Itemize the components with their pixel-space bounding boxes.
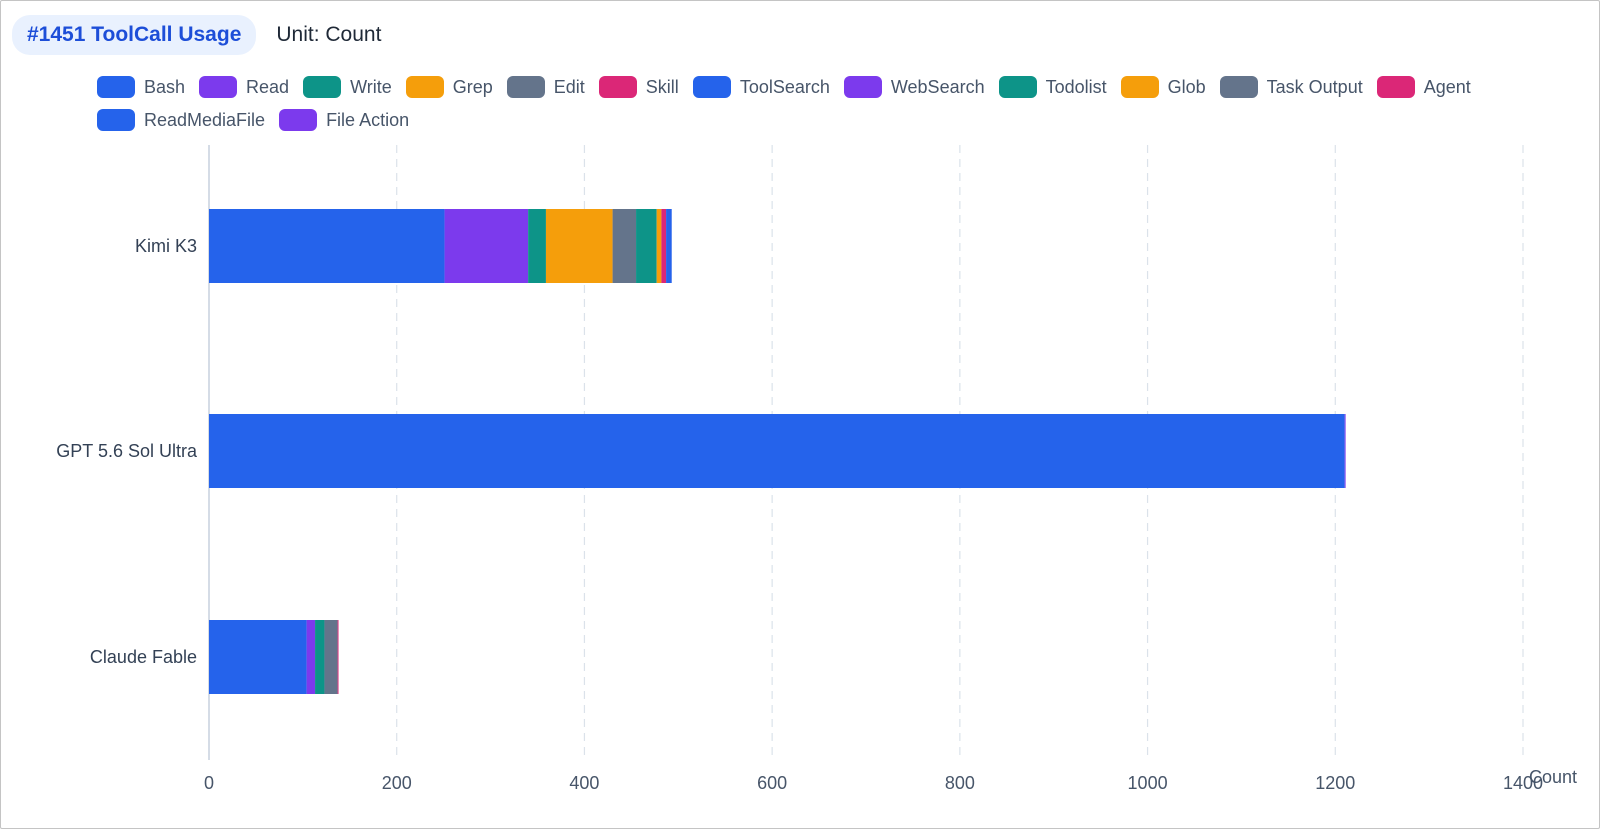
x-tick-label: 1000 [1128, 773, 1168, 793]
bar-segment [528, 209, 546, 283]
unit-label: Unit: Count [276, 23, 382, 46]
legend-label: Write [350, 76, 392, 97]
legend-swatch [1219, 76, 1258, 98]
legend-label: Glob [1167, 76, 1206, 97]
bar-segment [315, 620, 325, 694]
legend-swatch [97, 109, 135, 131]
legend: Bash Read Write Grep Edit Skill ToolSearch WebS… [97, 76, 1537, 131]
bar-segment [337, 620, 339, 694]
bar-segment [209, 209, 445, 283]
legend-item[interactable]: Write [303, 76, 392, 98]
legend-swatch [279, 109, 318, 131]
legend-swatch [998, 76, 1037, 98]
legend-label: ReadMediaFile [144, 109, 266, 130]
legend-item[interactable]: File Action [279, 109, 409, 131]
bar-segment [324, 620, 338, 694]
legend-label: Bash [144, 76, 186, 97]
legend-swatch [1376, 76, 1415, 98]
x-tick-label: 400 [569, 773, 599, 793]
legend-swatch [405, 76, 444, 98]
bar-segment [209, 620, 307, 694]
legend-swatch [303, 76, 342, 98]
legend-item[interactable]: Glob [1120, 76, 1206, 98]
x-tick-label: 1200 [1315, 773, 1355, 793]
legend-swatch [199, 76, 238, 98]
x-tick-label: 0 [204, 773, 214, 793]
legend-label: Read [246, 76, 290, 97]
x-tick-label: 200 [382, 773, 412, 793]
legend-label: WebSearch [890, 76, 985, 97]
legend-item[interactable]: ReadMediaFile [97, 109, 265, 131]
bar-segment [209, 414, 1345, 488]
legend-swatch [1120, 76, 1159, 98]
chart-title: #1451 ToolCall Usage [12, 15, 257, 55]
category-label: GPT 5.6 Sol Ultra [56, 441, 198, 461]
x-axis-title: Count [1529, 767, 1577, 787]
x-tick-label: 1400 [1503, 773, 1543, 793]
legend-swatch [843, 76, 882, 98]
x-tick-label: 600 [757, 773, 787, 793]
legend-label: Task Output [1266, 76, 1363, 97]
legend-item[interactable]: Grep [405, 76, 493, 98]
bar-segment [636, 209, 657, 283]
legend-swatch [598, 76, 637, 98]
legend-item[interactable]: Todolist [998, 76, 1107, 98]
bar-segment [661, 209, 667, 283]
legend-swatch [97, 76, 135, 98]
bar-segment [545, 209, 613, 283]
legend-item[interactable]: Bash [97, 76, 185, 98]
legend-swatch [692, 76, 731, 98]
bar-segment [656, 209, 662, 283]
bar-segment [444, 209, 529, 283]
legend-label: Todolist [1045, 76, 1107, 97]
legend-label: ToolSearch [739, 76, 830, 97]
legend-item[interactable]: WebSearch [843, 76, 985, 98]
legend-label: Skill [645, 76, 679, 97]
chart-header: #1451 ToolCall Usage Unit: Count [12, 15, 381, 55]
category-label: Claude Fable [90, 647, 197, 667]
bar-segment [666, 209, 672, 283]
legend-item[interactable]: Agent [1376, 76, 1471, 98]
bar-segment [612, 209, 637, 283]
legend-label: Edit [553, 76, 585, 97]
legend-item[interactable]: Edit [506, 76, 585, 98]
legend-label: Agent [1423, 76, 1471, 97]
bar-segment [1344, 414, 1346, 488]
x-tick-label: 800 [945, 773, 975, 793]
legend-label: File Action [326, 109, 410, 130]
category-label: Kimi K3 [135, 236, 197, 256]
legend-item[interactable]: Skill [598, 76, 679, 98]
legend-item[interactable]: Read [199, 76, 289, 98]
legend-swatch [506, 76, 545, 98]
bar-segment [306, 620, 316, 694]
legend-item[interactable]: ToolSearch [692, 76, 830, 98]
legend-item[interactable]: Task Output [1219, 76, 1363, 98]
legend-label: Grep [452, 76, 493, 97]
